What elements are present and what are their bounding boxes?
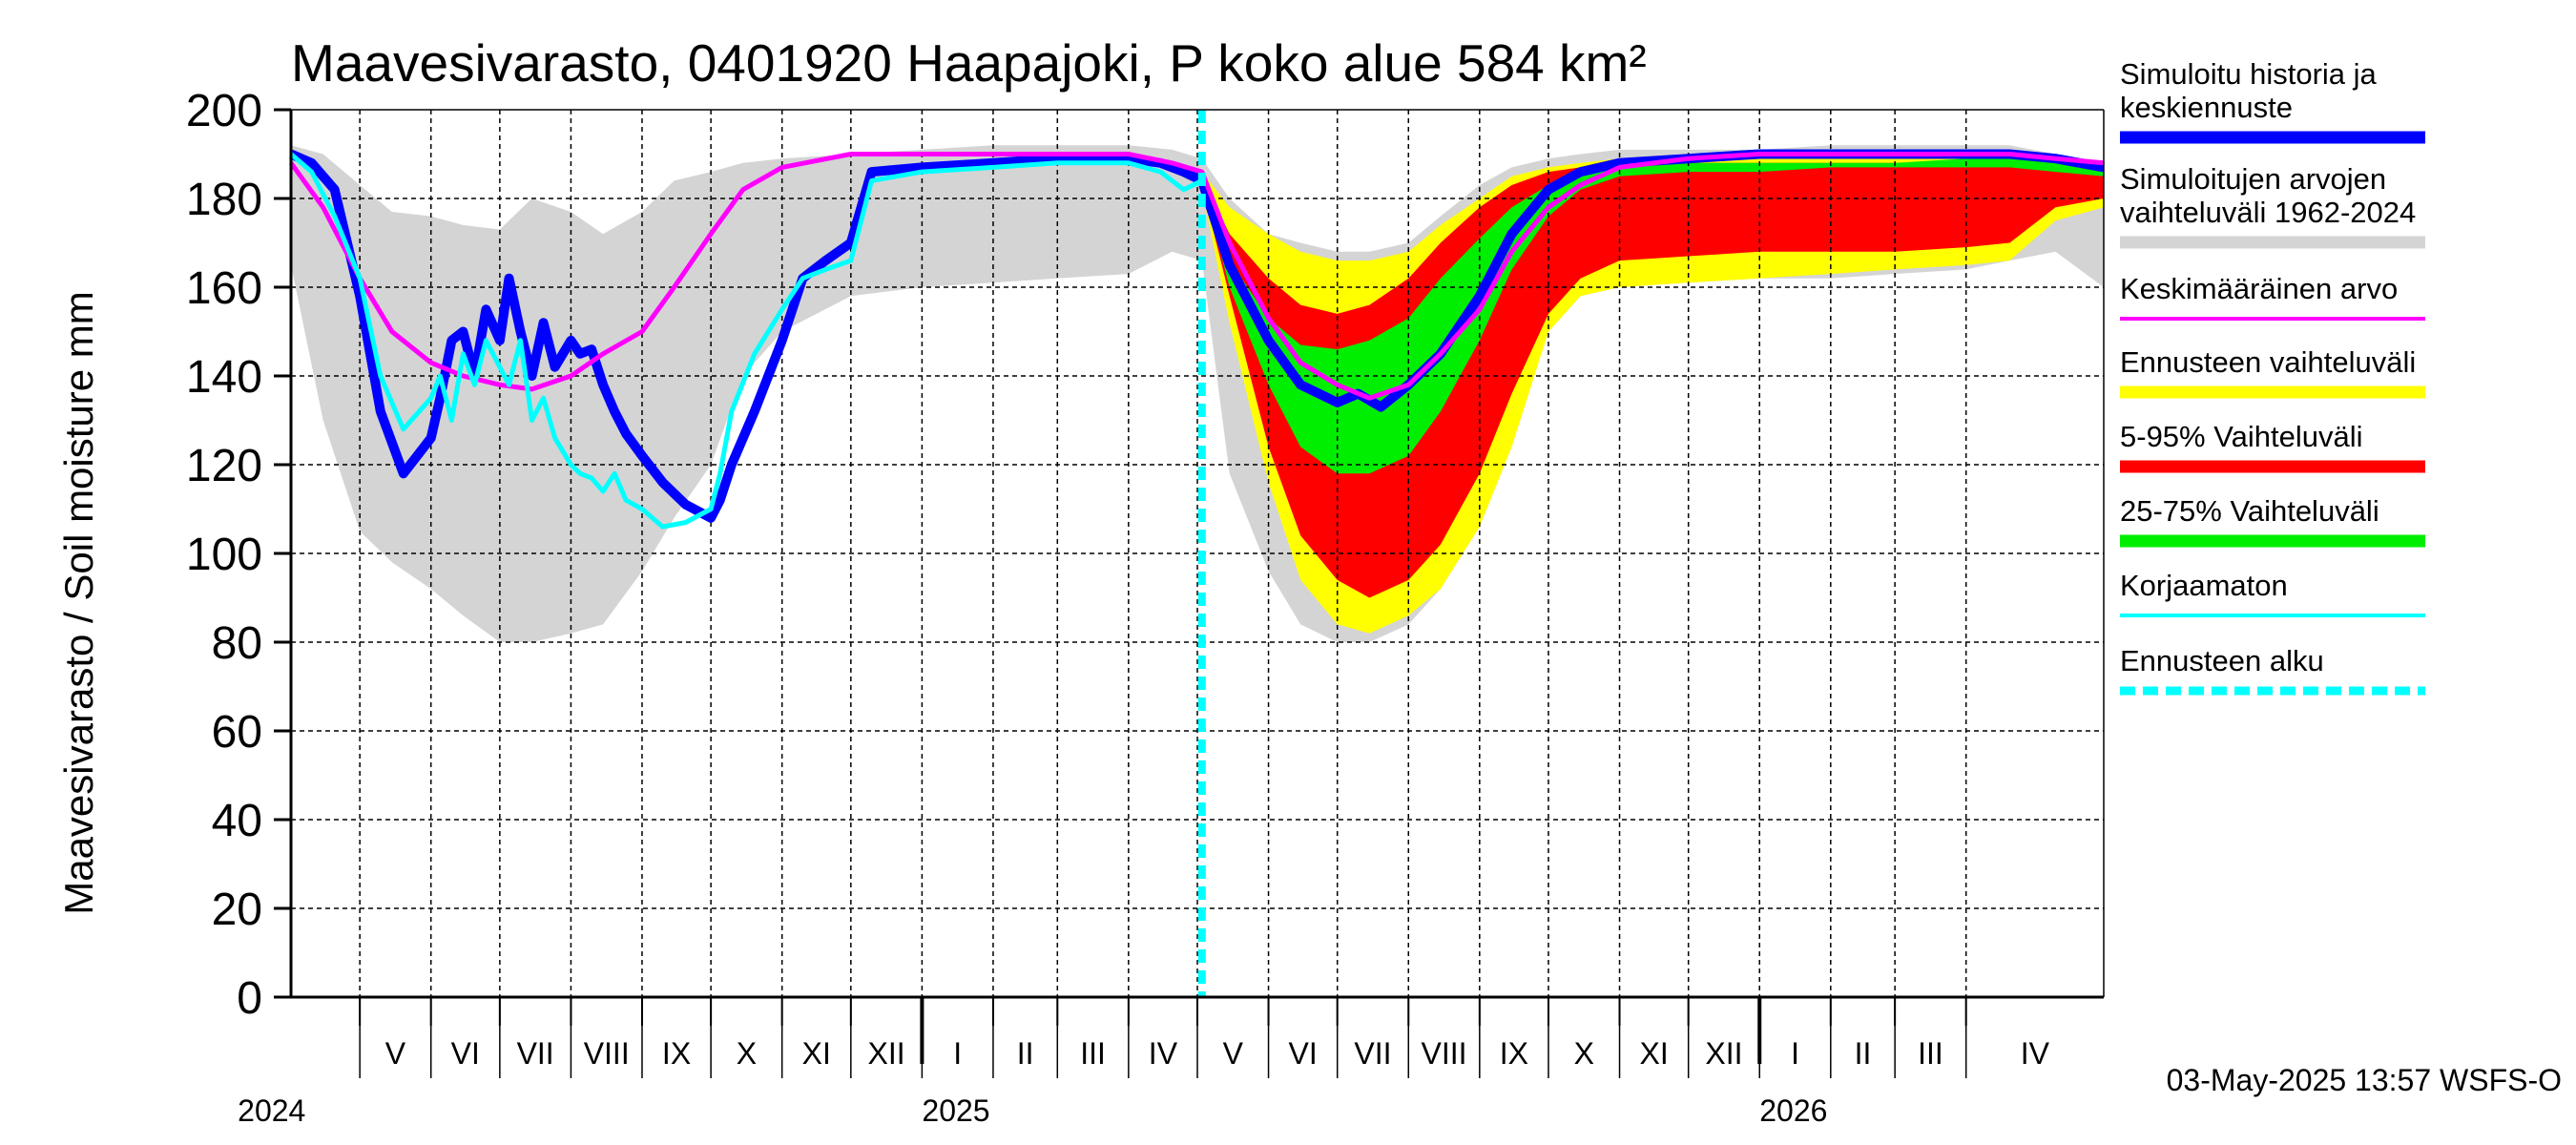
legend-label: keskiennuste	[2120, 91, 2293, 124]
series-line-0	[289, 149, 2105, 523]
band-areas	[291, 145, 2104, 642]
series-line-2	[289, 152, 1203, 530]
legend-label: Simuloitu historia ja	[2120, 57, 2378, 91]
legend-label: Simuloitujen arvojen	[2120, 162, 2386, 196]
month-label: X	[737, 1036, 757, 1071]
month-label: XI	[802, 1036, 831, 1071]
grid-lines	[291, 110, 2104, 997]
month-label: XII	[868, 1036, 905, 1071]
chart-title: Maavesivarasto, 0401920 Haapajoki, P kok…	[291, 33, 1647, 93]
month-label: III	[1080, 1036, 1106, 1071]
y-tick-label: 100	[186, 530, 262, 580]
legend-label: Keskimääräinen arvo	[2120, 272, 2398, 305]
month-label: IV	[1149, 1036, 1178, 1071]
legend-label: 5-95% Vaihteluväli	[2120, 420, 2362, 453]
month-label: II	[1855, 1036, 1872, 1071]
y-tick-label: 180	[186, 175, 262, 225]
month-label: VII	[1354, 1036, 1391, 1071]
month-label: I	[953, 1036, 962, 1071]
month-label: IX	[1500, 1036, 1528, 1071]
y-tick-label: 80	[212, 618, 262, 669]
y-tick-label: 200	[186, 86, 262, 136]
month-label: III	[1918, 1036, 1943, 1071]
series-lines	[288, 110, 2105, 997]
y-tick-label: 40	[212, 796, 262, 846]
month-label: VIII	[1422, 1036, 1467, 1071]
y-tick-label: 60	[212, 707, 262, 758]
month-label: VIII	[584, 1036, 630, 1071]
legend-label: Ennusteen vaihteluväli	[2120, 345, 2416, 379]
month-label: VII	[517, 1036, 554, 1071]
footer-timestamp: 03-May-2025 13:57 WSFS-O	[2167, 1063, 2562, 1097]
year-label: 2026	[1759, 1093, 1827, 1128]
month-label: X	[1574, 1036, 1594, 1071]
legend-label: 25-75% Vaihteluväli	[2120, 494, 2379, 528]
y-tick-label: 20	[212, 885, 262, 935]
band-area-2	[1201, 162, 2104, 598]
legend-label: vaihteluväli 1962-2024	[2120, 196, 2416, 229]
year-label: 2024	[238, 1093, 305, 1128]
month-label: II	[1017, 1036, 1034, 1071]
month-label: V	[1223, 1036, 1244, 1071]
month-label: VI	[451, 1036, 480, 1071]
y-tick-label: 140	[186, 352, 262, 403]
month-label: XII	[1705, 1036, 1742, 1071]
month-label: IV	[2021, 1036, 2050, 1071]
legend-label: Ennusteen alku	[2120, 644, 2324, 677]
month-label: V	[385, 1036, 406, 1071]
month-label: I	[1791, 1036, 1799, 1071]
y-tick-label: 120	[186, 441, 262, 491]
band-area-3	[1201, 158, 2104, 474]
y-tick-label: 160	[186, 263, 262, 314]
legend-label: Korjaamaton	[2120, 569, 2288, 602]
month-label: IX	[662, 1036, 691, 1071]
year-label: 2025	[922, 1093, 989, 1128]
y-axis-label: Maavesivarasto / Soil moisture mm	[56, 291, 101, 915]
month-label: XI	[1639, 1036, 1668, 1071]
y-tick-label: 0	[237, 973, 262, 1024]
month-label: VI	[1289, 1036, 1318, 1071]
